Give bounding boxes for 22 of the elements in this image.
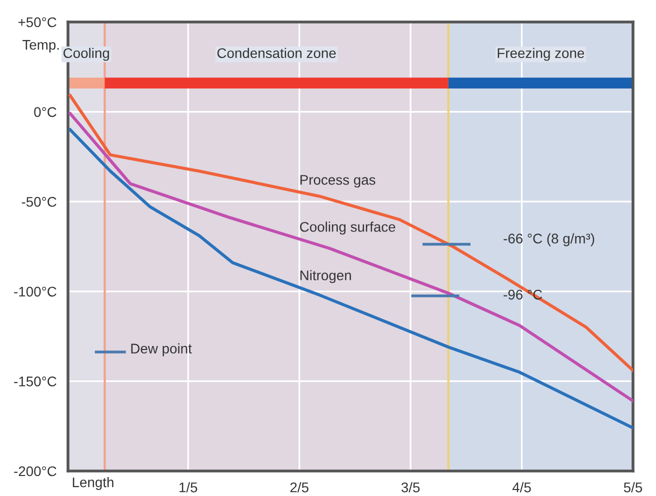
x-tick-label: 4/5 bbox=[512, 482, 531, 492]
band-label: Freezing zone bbox=[498, 48, 584, 61]
x-axis-title: Length bbox=[72, 477, 114, 490]
band-label: Cooling bbox=[64, 48, 110, 61]
band-label: Condensation zone bbox=[217, 48, 336, 58]
annotation: -66 °C (8 g/m³) bbox=[504, 233, 594, 246]
y-axis-title: Temp. bbox=[22, 40, 59, 52]
y-tick-label: -200°C bbox=[14, 466, 56, 476]
line-series bbox=[68, 94, 633, 372]
x-tick-label: 1/5 bbox=[180, 482, 198, 492]
x-tick-label: 3/5 bbox=[401, 482, 420, 492]
series-label: Cooling surface bbox=[300, 222, 396, 235]
annotation: Dew point bbox=[131, 343, 192, 356]
y-tick-label: -150°C bbox=[14, 376, 56, 386]
y-tick-label: -50°C bbox=[22, 196, 56, 207]
y-tick-label: -100°C bbox=[14, 286, 56, 297]
x-tick-label: 2/5 bbox=[290, 482, 308, 492]
series-label: Nitrogen bbox=[300, 270, 351, 284]
x-tick-label: 5/5 bbox=[624, 482, 642, 492]
y-tick-label: +50°C bbox=[18, 17, 56, 28]
series-label: Process gas bbox=[300, 175, 376, 188]
y-tick-label: 0°C bbox=[34, 107, 56, 117]
